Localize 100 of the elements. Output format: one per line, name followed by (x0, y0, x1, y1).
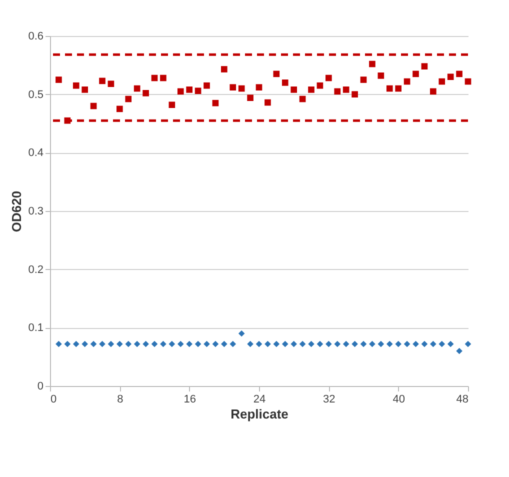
point (230, 340, 236, 348)
point (212, 100, 219, 106)
point (264, 99, 271, 106)
point (404, 340, 410, 348)
point (299, 340, 306, 348)
y-tick-label: 0 (37, 380, 44, 392)
point (99, 340, 106, 348)
point (134, 340, 140, 348)
point (142, 90, 149, 96)
point (204, 340, 210, 348)
y-tick-label: 0.5 (28, 88, 44, 101)
point (108, 80, 114, 87)
point (194, 340, 202, 348)
point (142, 340, 149, 348)
point (221, 66, 228, 72)
point (151, 340, 158, 348)
y-tick-label: 0.1 (28, 322, 44, 334)
point (352, 91, 358, 98)
point (56, 76, 62, 83)
x-axis-title: Replicate (230, 406, 288, 422)
point (316, 82, 324, 89)
point (464, 78, 472, 85)
point (186, 86, 192, 93)
point (447, 74, 454, 80)
point (160, 74, 166, 82)
point (378, 340, 384, 348)
point (412, 70, 419, 78)
point (125, 340, 132, 348)
y-tick-label: 0.3 (28, 206, 44, 218)
point (221, 340, 228, 348)
point (369, 60, 376, 68)
point (247, 94, 254, 101)
point (326, 74, 332, 82)
point (326, 340, 332, 348)
point (334, 88, 341, 95)
point (386, 340, 393, 348)
point (386, 85, 393, 92)
x-tick-label: 32 (323, 394, 336, 406)
point (56, 340, 62, 348)
point (299, 96, 306, 102)
point (168, 340, 176, 348)
point (134, 85, 140, 92)
x-tick-label: 16 (184, 394, 196, 406)
point (99, 78, 106, 84)
point (238, 330, 245, 337)
x-tick-label: 8 (117, 394, 124, 406)
point (369, 340, 376, 348)
point (256, 340, 262, 348)
point (230, 84, 236, 90)
point (108, 340, 114, 348)
point (438, 340, 446, 348)
point (82, 340, 88, 348)
point (430, 340, 436, 348)
point (334, 340, 341, 348)
point (212, 340, 219, 348)
y-tick-label: 0.4 (28, 147, 44, 160)
point (430, 88, 436, 95)
x-tick-label: 24 (253, 394, 266, 406)
y-tick-label: 0.2 (28, 264, 44, 276)
point (247, 340, 254, 348)
x-tick-label: 0 (50, 394, 57, 406)
point (177, 340, 184, 348)
point (186, 340, 192, 348)
point (342, 340, 350, 348)
point (273, 70, 280, 78)
point (194, 88, 202, 94)
point (116, 106, 123, 112)
point (464, 340, 472, 348)
point (238, 85, 245, 92)
point (256, 84, 262, 90)
x-tick-label: 48 (456, 394, 468, 406)
point (116, 340, 123, 348)
point (360, 340, 367, 348)
point (90, 102, 97, 110)
point (421, 63, 428, 70)
point (352, 340, 358, 348)
point (378, 72, 384, 79)
point (90, 340, 97, 348)
point (290, 86, 297, 93)
point (412, 340, 419, 348)
point (290, 340, 297, 348)
point (308, 340, 314, 348)
point (395, 85, 402, 92)
point (72, 340, 80, 348)
point (177, 88, 184, 95)
point (438, 78, 446, 85)
point (395, 340, 402, 348)
point (204, 82, 210, 89)
point (316, 340, 324, 348)
point (264, 340, 271, 348)
point (64, 340, 71, 348)
point (125, 96, 132, 102)
point (421, 340, 428, 348)
point (282, 340, 288, 348)
point (82, 86, 88, 93)
point (308, 86, 314, 93)
point (456, 348, 462, 354)
point (404, 78, 410, 85)
y-axis-title: OD620 (9, 190, 24, 232)
point (151, 74, 158, 82)
